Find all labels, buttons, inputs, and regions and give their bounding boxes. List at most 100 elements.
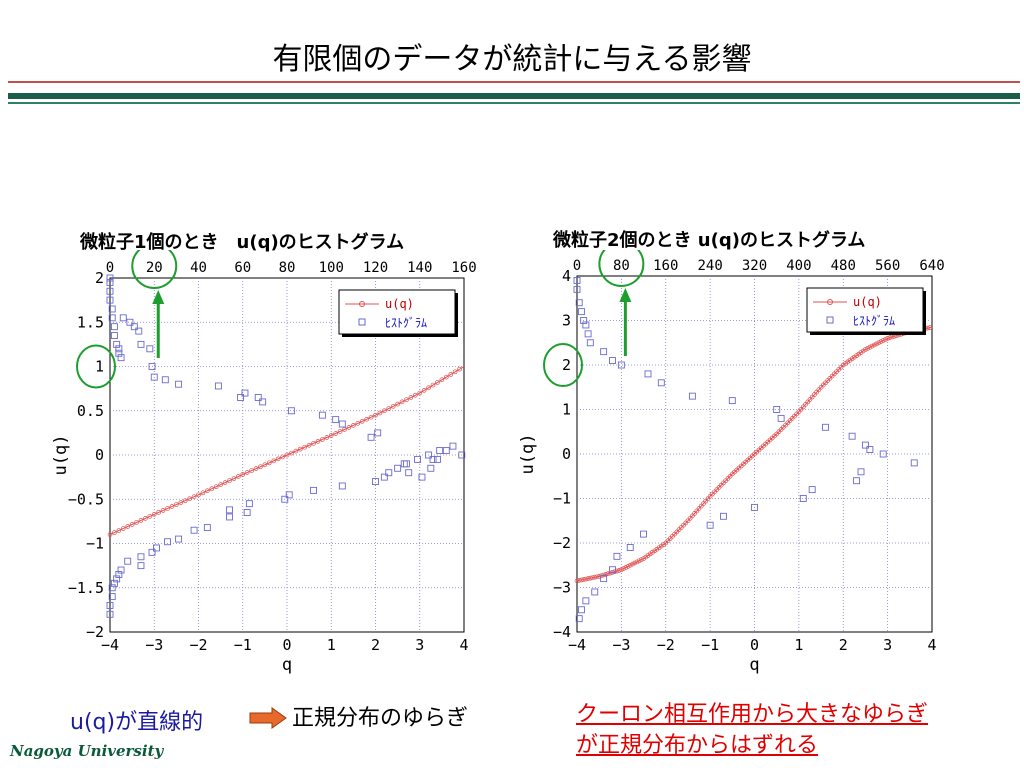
- chart1-uq-curve-point: [351, 423, 356, 428]
- chart1-uq-curve-point: [412, 392, 418, 398]
- chart1-histogram-point: [332, 416, 340, 424]
- chart1-uq-curve-point: [320, 437, 325, 442]
- chart1-uq-curve-point: [147, 513, 153, 519]
- chart2-uq-curve-point: [880, 338, 886, 343]
- chart2-uq-curve-point: [625, 564, 631, 569]
- slide-title: 有限個のデータが統計に与える影響: [272, 42, 752, 77]
- chart1-uq-curve-point: [116, 528, 122, 533]
- chart2-legend-square-swatch: [826, 316, 834, 324]
- chart2-uq-curve-point: [632, 560, 638, 566]
- chart1-histogram-point: [394, 464, 402, 472]
- chart1-histogram-point: [110, 323, 118, 331]
- chart1-legend-box: [338, 289, 456, 335]
- chart1-uq-curve-point: [120, 526, 126, 531]
- chart1-x-tick-label: −3: [145, 636, 163, 654]
- chart1-histogram-point: [148, 548, 156, 556]
- chart2-legend-label-histogram: ﾋｽﾄｸﾞﾗﾑ: [853, 314, 895, 328]
- chart2-x-tick-label: −1: [701, 636, 719, 654]
- chart1-histogram-point: [164, 538, 171, 546]
- chart1-uq-curve-point: [107, 532, 113, 537]
- chart2-uq-curve-point: [581, 577, 587, 582]
- chart2-uq-curve-point: [585, 576, 591, 581]
- chart1-uq-curve-point: [266, 460, 272, 466]
- chart1-uq-curve-point: [129, 522, 135, 527]
- chart1-y-axis-label: u(q): [51, 435, 71, 476]
- chart2-histogram-point: [728, 397, 736, 405]
- chart1-histogram-point: [436, 447, 444, 455]
- chart2-uq-curve-point: [579, 577, 584, 583]
- chart2-x-tick-label: 0: [750, 636, 759, 654]
- chart1-histogram-point: [108, 314, 116, 322]
- chart1-histogram-point: [243, 509, 251, 516]
- chart1-uq-curve-point: [359, 418, 365, 424]
- chart1-uq-curve-point: [386, 406, 392, 411]
- chart2-uq-curve-point: [603, 572, 609, 577]
- chart1-uq-curve-point: [235, 474, 241, 479]
- chart1-histogram-point: [367, 433, 375, 441]
- chart2-histogram-point: [773, 406, 781, 413]
- chart1-arrow-up-icon: [152, 290, 165, 304]
- chart1-uq-curve-point: [311, 440, 316, 446]
- chart2-histogram-point: [799, 495, 807, 502]
- chart1-histogram-point: [110, 579, 118, 587]
- chart1-uq-curve-point: [138, 518, 144, 523]
- chart1-histogram-point: [124, 557, 132, 565]
- chart2-uq-curve-point: [863, 347, 868, 352]
- chart2-uq-curve-point: [630, 561, 635, 567]
- chart1-uq-curve-point: [302, 444, 308, 450]
- chart2-histogram-point: [575, 299, 583, 307]
- chart1-uq-curve-point: [439, 377, 445, 383]
- chart1-y-tick-label: 1: [95, 358, 104, 376]
- chart1-histogram-point: [245, 500, 253, 508]
- chart1-uq-curve-point: [404, 397, 409, 403]
- chart1-histogram-point: [214, 382, 222, 390]
- chart2-uq-curve-point: [619, 567, 624, 573]
- chart1-histogram-point: [259, 398, 267, 406]
- chart2-legend-line-marker: [827, 299, 833, 305]
- chart2-uq-curve-point: [927, 325, 933, 330]
- chart1-highlight-top-circle: [131, 250, 178, 289]
- chart2-x-tick-label: 3: [883, 636, 892, 654]
- right-arrow-icon: [249, 707, 287, 729]
- chart1-histogram-point: [338, 420, 346, 428]
- chart1-histogram-point: [130, 323, 138, 331]
- chart1-x-tick-label: 2: [371, 636, 380, 654]
- chart1-uq-curve-point: [315, 439, 321, 444]
- chart1-histogram-point: [153, 544, 160, 552]
- chart1-uq-curve-point: [209, 486, 215, 492]
- chart2-histogram-point: [644, 370, 652, 378]
- chart1-uq-curve-point: [227, 478, 232, 483]
- chart2-uq-curve-point: [601, 572, 606, 578]
- chart1-top-x-tick-label: 120: [363, 260, 388, 276]
- chart1-histogram-point: [106, 296, 114, 304]
- chart1-y-tick-label: 0.5: [77, 402, 104, 420]
- chart1-histogram-point: [115, 345, 123, 353]
- chart2-histogram-point: [580, 317, 588, 324]
- chart1-uq-curve-point: [244, 470, 250, 475]
- chart1-histogram-point: [427, 464, 435, 472]
- chart2-uq-curve-point: [614, 568, 620, 574]
- chart2-uq-curve-point: [594, 574, 600, 580]
- chart1-top-x-tick-label: 60: [234, 260, 251, 276]
- chart1-legend-line-marker: [359, 301, 365, 307]
- chart2-top-x-tick-label: 80: [613, 258, 630, 274]
- chart1-histogram-point: [226, 513, 233, 521]
- chart1-uq-curve-point: [231, 476, 237, 481]
- chart2-uq-curve-point: [623, 565, 629, 570]
- chart1-uq-curve-point: [182, 498, 188, 504]
- chart1-histogram-point: [254, 394, 262, 401]
- chart1-histogram-point: [338, 482, 346, 490]
- chart1-histogram-point: [119, 314, 127, 322]
- chart1-x-tick-label: −2: [189, 636, 207, 654]
- chart2-uq-curve-point: [876, 340, 882, 346]
- chart1-uq-curve-point: [205, 488, 210, 494]
- chart2-histogram-point: [609, 566, 616, 574]
- chart2-uq-curve-point: [887, 335, 893, 340]
- chart2-top-x-tick-label: 560: [875, 258, 900, 274]
- chart1-histogram-point: [449, 442, 457, 450]
- chart1-uq-curve-point: [324, 435, 330, 440]
- chart1-histogram-point: [126, 318, 134, 326]
- chart2-histogram-point: [582, 321, 590, 329]
- chart2-histogram-point: [600, 575, 608, 583]
- chart2-uq-curve-point: [612, 569, 618, 575]
